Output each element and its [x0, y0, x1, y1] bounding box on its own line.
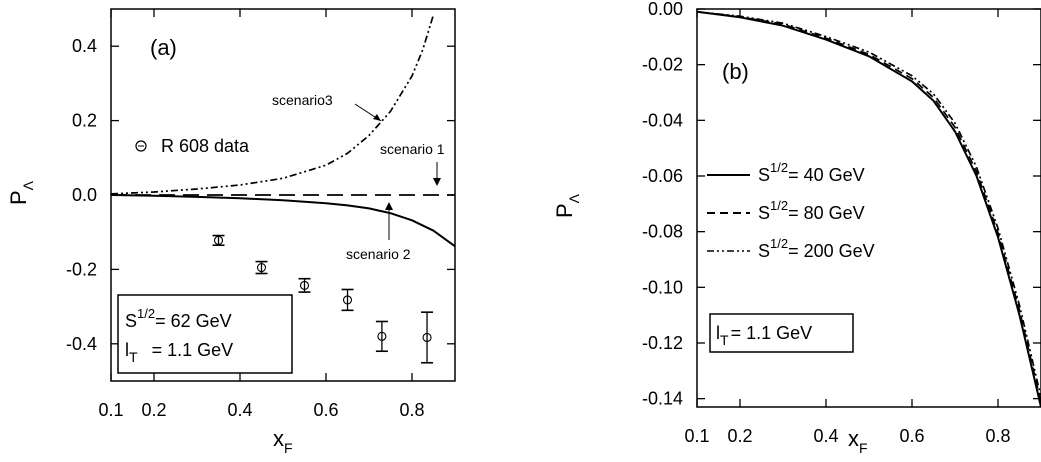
panel-a-label: (a) [150, 35, 177, 60]
legend-label-200: S1/2= 200 GeV [758, 236, 875, 261]
y-axis-label-a: PΛ [6, 180, 36, 205]
x-tick-label: 0.8 [985, 426, 1010, 446]
series-line-a-1 [111, 195, 455, 246]
annotation-scenario3-arrowhead [373, 114, 381, 121]
y-tick-label: -0.12 [642, 333, 683, 353]
annotation-scenario3: scenario3 [272, 92, 333, 108]
legend-label-80: S1/2= 80 GeV [758, 198, 865, 223]
legend-marker-label: R 608 data [161, 136, 250, 156]
panel-b: 0.1 0.2 0.4 0.6 0.8 0.00 -0.02 -0.04 -0.06 -0.08 -… [552, 0, 1041, 456]
legend-label-40: S1/2= 40 GeV [758, 160, 865, 185]
y-tick-label: 0.2 [72, 111, 97, 131]
x-tick-label: 0.6 [313, 400, 338, 420]
x-tick-label: 0.6 [899, 426, 924, 446]
y-tick-label: 0.00 [648, 0, 683, 19]
y-tick-label: 0.4 [72, 36, 97, 56]
x-tick-label: 0.8 [399, 400, 424, 420]
x-tick-label: 0.1 [684, 426, 709, 446]
panel-b-label: (b) [722, 59, 749, 84]
y-tick-label: -0.06 [642, 166, 683, 186]
x-tick-label: 0.4 [227, 400, 252, 420]
y-tick-label: -0.04 [642, 110, 683, 130]
annotation-scenario1-arrowhead [433, 178, 441, 186]
y-axis-label-b: PΛ [552, 193, 582, 218]
y-tick-label: -0.4 [66, 334, 97, 354]
b-ticks: 0.1 0.2 0.4 0.6 0.8 0.00 -0.02 -0.04 -0.06 -0.08 -… [642, 0, 1041, 446]
y-tick-label: -0.10 [642, 277, 683, 297]
x-axis-label-b: xF [848, 426, 868, 456]
y-tick-label: -0.2 [66, 259, 97, 279]
y-tick-label: -0.14 [642, 389, 683, 409]
y-tick-label: -0.08 [642, 222, 683, 242]
y-tick-label: 0.0 [72, 185, 97, 205]
annotation-scenario2-arrowhead [385, 202, 393, 210]
x-tick-label: 0.1 [98, 400, 123, 420]
panel-a: 0.1 0.2 0.4 0.6 0.8 0.4 0.2 0.0 -0.2 -0.4 (a) R 6… [6, 9, 455, 456]
x-tick-label: 0.4 [813, 426, 838, 446]
x-axis-label-a: xF [273, 426, 293, 456]
annotation-scenario2: scenario 2 [346, 246, 411, 262]
annotation-scenario1: scenario 1 [380, 141, 445, 157]
x-tick-label: 0.2 [727, 426, 752, 446]
y-tick-label: -0.02 [642, 55, 683, 75]
x-tick-label: 0.2 [141, 400, 166, 420]
